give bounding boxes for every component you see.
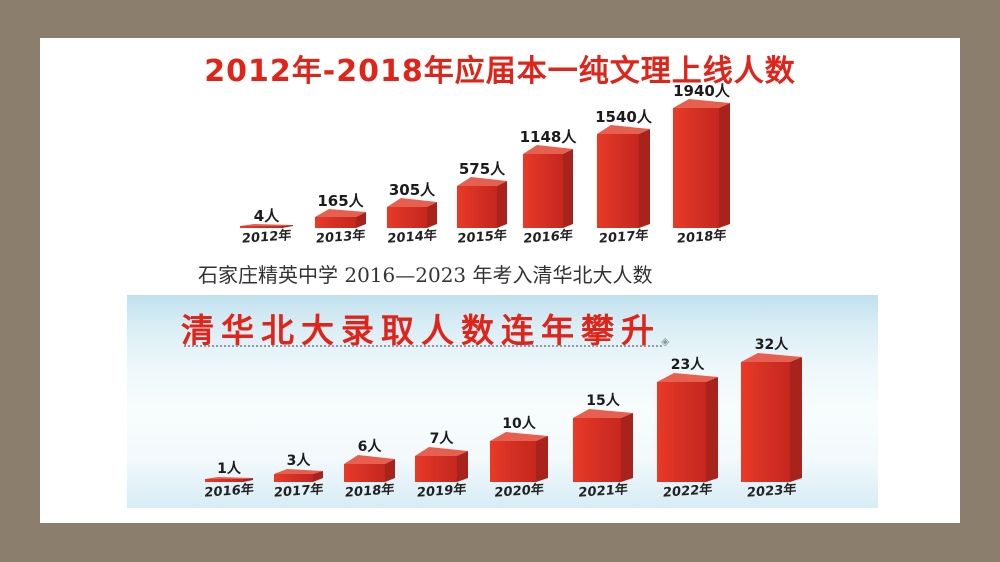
bar-value-label: 1148人 xyxy=(519,128,577,146)
bar-2017年 xyxy=(597,125,650,228)
section-caption: 石家庄精英中学 2016—2023 年考入清华北大人数 xyxy=(198,263,653,287)
bar-year-label: 2021年 xyxy=(577,482,629,501)
bar-2013年 xyxy=(315,209,366,228)
bar-value-label: 15人 xyxy=(586,393,620,409)
bar-value-label: 4人 xyxy=(253,207,280,225)
diamond-icon: ◈ xyxy=(661,335,670,348)
bar-value-label: 165人 xyxy=(317,192,364,210)
bottom-chart-title: 清华北大录取人数连年攀升 xyxy=(181,311,661,350)
bottom-chart-panel: 清华北大录取人数连年攀升 ◈ 1人 2016年 3人 2017年 6人 2018年 7人 20… xyxy=(127,295,878,508)
bar-value-label: 7人 xyxy=(429,431,454,447)
bar-2015年 xyxy=(457,177,507,228)
bar-year-label: 2012年 xyxy=(241,228,292,247)
bar-2018年 xyxy=(344,455,395,482)
bar-year-label: 2023年 xyxy=(746,482,797,501)
bar-value-label: 305人 xyxy=(388,181,436,199)
bottom-chart-area: 1人 2016年 3人 2017年 6人 2018年 7人 2019年 10人 2020年 15人 2… xyxy=(127,295,878,508)
bar-year-label: 2017年 xyxy=(598,228,649,247)
bar-value-label: 1940人 xyxy=(673,82,730,100)
bar-2017年 xyxy=(274,469,323,482)
title-underline xyxy=(184,339,662,347)
bar-year-label: 2022年 xyxy=(662,482,713,501)
bar-2022年 xyxy=(657,373,718,482)
bar-2012年 xyxy=(240,224,293,228)
bar-value-label: 32人 xyxy=(754,337,789,353)
bar-2014年 xyxy=(387,198,437,228)
bar-2018年 xyxy=(673,99,730,228)
bar-value-label: 6人 xyxy=(357,439,382,455)
bar-2021年 xyxy=(573,409,633,482)
bar-value-label: 23人 xyxy=(670,357,705,373)
bar-value-label: 1人 xyxy=(217,461,241,477)
bar-2020年 xyxy=(490,432,548,482)
bar-value-label: 1540人 xyxy=(595,108,652,126)
bar-year-label: 2018年 xyxy=(676,228,727,247)
slide: 2012年-2018年应届本一纯文理上线人数 4人 2012年 165人 2013年 3… xyxy=(40,38,960,523)
bar-value-label: 3人 xyxy=(286,453,311,469)
top-chart-title: 2012年-2018年应届本一纯文理上线人数 xyxy=(204,54,796,89)
bar-2023年 xyxy=(741,353,802,482)
bar-2016年 xyxy=(523,145,573,228)
bar-2016年 xyxy=(205,477,253,482)
bar-year-label: 2020年 xyxy=(493,482,545,501)
bar-2019年 xyxy=(415,447,468,482)
bar-value-label: 575人 xyxy=(458,160,506,178)
top-chart-area: 4人 2012年 165人 2013年 305人 2014年 575人 2015年 1148人 2… xyxy=(40,38,960,523)
bar-value-label: 10人 xyxy=(502,416,536,432)
